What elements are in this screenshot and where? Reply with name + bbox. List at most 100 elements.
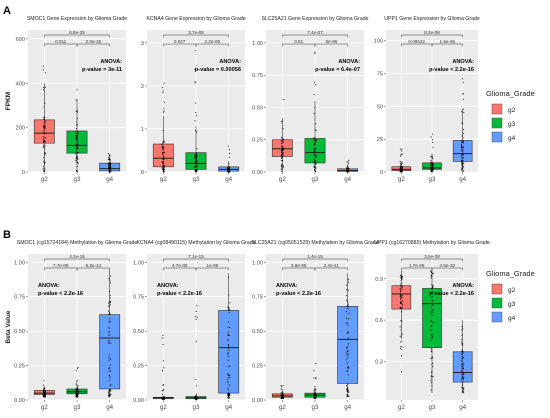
data-point bbox=[43, 129, 46, 131]
data-point bbox=[110, 358, 112, 360]
y-tick-label: 1.00 bbox=[14, 260, 25, 266]
data-point bbox=[347, 386, 349, 388]
data-point bbox=[76, 134, 78, 136]
comparison-bracket bbox=[195, 267, 229, 271]
data-point bbox=[461, 360, 463, 362]
data-point bbox=[347, 171, 349, 173]
data-point bbox=[401, 333, 403, 335]
data-point bbox=[461, 359, 463, 361]
data-point bbox=[431, 276, 433, 278]
data-point bbox=[401, 307, 403, 309]
data-point bbox=[430, 136, 432, 138]
data-point bbox=[44, 395, 46, 398]
data-point bbox=[44, 151, 46, 153]
data-point bbox=[227, 306, 229, 308]
data-point bbox=[430, 382, 432, 384]
data-point bbox=[280, 385, 282, 387]
comparison-bracket bbox=[314, 267, 348, 271]
data-point bbox=[162, 147, 164, 149]
data-point bbox=[226, 381, 229, 383]
data-point bbox=[313, 159, 316, 161]
data-point bbox=[432, 141, 434, 144]
data-point bbox=[346, 322, 348, 324]
data-point bbox=[194, 396, 196, 398]
data-point bbox=[163, 398, 166, 400]
data-point bbox=[313, 113, 315, 115]
data-point bbox=[228, 384, 230, 386]
data-point bbox=[399, 148, 401, 150]
data-point bbox=[280, 168, 282, 170]
comparison-p-value: 3.5e-38 bbox=[424, 254, 440, 259]
data-point bbox=[282, 166, 284, 168]
data-point bbox=[195, 316, 197, 318]
data-point bbox=[399, 347, 402, 350]
data-point bbox=[314, 81, 316, 83]
data-point bbox=[432, 290, 434, 292]
data-point bbox=[227, 376, 229, 378]
x-tick-label: g4 bbox=[459, 404, 466, 411]
data-point bbox=[430, 165, 432, 167]
data-point bbox=[461, 161, 463, 163]
data-point bbox=[195, 318, 197, 321]
data-point bbox=[162, 148, 164, 150]
box-g4 bbox=[218, 273, 240, 399]
data-point bbox=[346, 284, 348, 286]
data-point bbox=[162, 91, 164, 93]
data-point bbox=[107, 310, 110, 312]
comparison-p-value: 7.1e-15 bbox=[188, 254, 204, 259]
data-point bbox=[348, 282, 350, 284]
comparison-bracket bbox=[401, 258, 463, 262]
data-point bbox=[346, 345, 349, 348]
data-point bbox=[162, 149, 165, 151]
data-point bbox=[348, 343, 350, 345]
data-point bbox=[108, 302, 110, 304]
data-point bbox=[229, 302, 231, 304]
data-point bbox=[347, 163, 349, 165]
data-point bbox=[162, 396, 164, 398]
y-tick-label: 100 bbox=[374, 39, 383, 45]
data-point bbox=[400, 287, 402, 289]
x-tick-label: g3 bbox=[429, 176, 436, 183]
box-body bbox=[304, 138, 326, 164]
data-point bbox=[463, 387, 465, 389]
data-point bbox=[346, 353, 348, 355]
data-point bbox=[44, 126, 46, 128]
data-point bbox=[401, 320, 403, 322]
data-point bbox=[163, 389, 165, 391]
legend-a-label-g4: g4 bbox=[508, 135, 516, 142]
data-point bbox=[110, 390, 112, 392]
data-point bbox=[227, 339, 229, 342]
data-point bbox=[399, 160, 401, 163]
data-point bbox=[227, 331, 230, 333]
legend-b-entry-g3: g3 bbox=[491, 297, 516, 309]
data-point bbox=[227, 344, 230, 346]
data-point bbox=[280, 388, 282, 390]
data-point bbox=[431, 350, 433, 353]
data-point bbox=[348, 159, 350, 161]
data-point bbox=[462, 108, 464, 110]
data-point bbox=[77, 391, 79, 393]
data-point bbox=[463, 376, 465, 378]
data-point bbox=[75, 394, 77, 396]
anova-label: ANOVA: bbox=[38, 283, 60, 289]
data-point bbox=[315, 138, 317, 140]
data-point bbox=[432, 312, 434, 314]
comparison-p-value: 0.047 bbox=[174, 39, 186, 44]
anova-p-value: p-value < 2.2e-16 bbox=[38, 291, 83, 297]
data-point bbox=[432, 286, 434, 288]
data-point bbox=[76, 386, 78, 388]
comparison-bracket bbox=[76, 43, 110, 47]
anova-p-value: p-value = 6.4e-07 bbox=[315, 67, 360, 73]
data-point bbox=[281, 153, 283, 155]
data-point bbox=[430, 389, 432, 391]
data-point bbox=[75, 391, 77, 393]
x-tick-label: g4 bbox=[225, 176, 232, 183]
data-point bbox=[315, 84, 317, 86]
data-point bbox=[77, 144, 79, 146]
data-point bbox=[43, 161, 45, 163]
data-point bbox=[347, 374, 349, 376]
data-point bbox=[228, 393, 230, 395]
x-tick-label: g4 bbox=[106, 176, 113, 183]
legend-a-entry-g3: g3 bbox=[491, 117, 516, 129]
data-point bbox=[400, 285, 402, 287]
